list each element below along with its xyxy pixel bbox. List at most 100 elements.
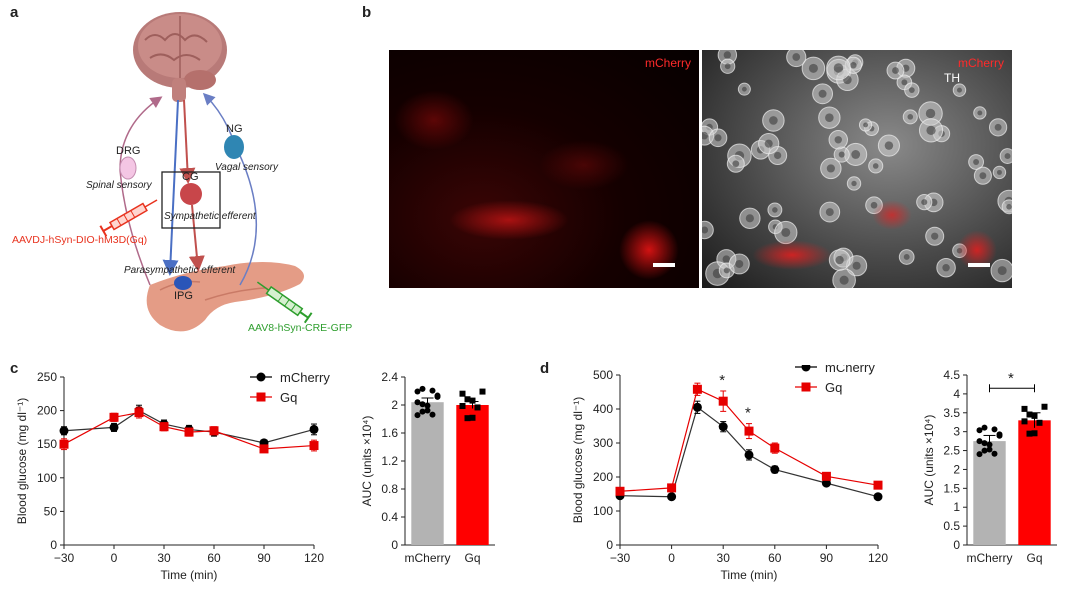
th-cell-nucleus <box>901 79 908 86</box>
replicate-dot <box>1026 430 1033 437</box>
th-cell-nucleus <box>702 131 708 140</box>
data-point-Gq <box>109 412 119 422</box>
replicate-dot <box>1041 403 1048 410</box>
replicate-dot <box>981 440 988 447</box>
th-cell-nucleus <box>825 208 834 217</box>
replicate-dot <box>981 447 988 454</box>
y-tick-label: 250 <box>37 370 57 384</box>
replicate-dot <box>424 402 431 409</box>
brain-illustration <box>133 12 227 102</box>
th-cell-nucleus <box>714 134 722 142</box>
drg-ganglion <box>119 156 137 180</box>
legend-marker <box>801 382 811 392</box>
significance-star: * <box>719 372 725 389</box>
micrograph-mcherry: mCherry <box>389 50 699 288</box>
x-tick-label: mCherry <box>404 551 450 565</box>
replicate-dot <box>1031 412 1038 419</box>
data-point-Gq <box>159 422 169 432</box>
significance-star: * <box>745 405 751 422</box>
scale-bar <box>653 263 675 267</box>
data-point-mCherry <box>873 492 883 502</box>
replicate-dot <box>414 399 421 406</box>
replicate-dot <box>464 415 471 422</box>
vagal-sensory-label: Vagal sensory <box>215 162 278 173</box>
data-point-mCherry <box>667 492 677 502</box>
x-tick-label: 60 <box>207 551 221 565</box>
data-point-mCherry <box>744 450 754 460</box>
chart-c-bar: 0 0.4 0.8 1.2 1.6 2 2.4 AUC (units ×10⁴) mCherry… <box>360 370 495 565</box>
th-cell-nucleus <box>956 87 962 93</box>
y-tick-label: 1.5 <box>943 481 960 495</box>
legend-label: Gq <box>280 390 297 405</box>
legend-marker <box>256 392 266 402</box>
data-point-mCherry <box>109 422 119 432</box>
y-tick-label: 300 <box>593 436 613 450</box>
panel-label-a: a <box>10 4 19 21</box>
th-cell-nucleus <box>979 172 987 180</box>
data-point-Gq <box>770 443 780 453</box>
y-tick-label: 4 <box>953 387 960 401</box>
th-cell-nucleus <box>977 110 983 116</box>
series-line-mCherry <box>63 409 315 444</box>
x-tick-label: 60 <box>768 551 782 565</box>
y-tick-label: 2.4 <box>381 370 398 384</box>
data-point-Gq <box>134 408 144 418</box>
y-tick-label: 0 <box>606 538 613 552</box>
replicate-dot <box>1021 418 1028 425</box>
micro-right-label-2: TH <box>944 71 960 85</box>
replicate-dot <box>1021 405 1028 412</box>
th-cell-nucleus <box>722 255 731 263</box>
th-cell-nucleus <box>735 259 744 268</box>
replicate-dot <box>986 441 993 448</box>
th-cell-nucleus <box>884 141 894 150</box>
th-cell-nucleus <box>1006 204 1012 210</box>
panel-label-d: d <box>540 360 550 377</box>
x-tick-label: Gq <box>1026 551 1042 565</box>
cg-ganglion <box>180 183 202 205</box>
th-cell-nucleus <box>994 123 1002 131</box>
y-tick-label: 100 <box>37 471 57 485</box>
th-cell-nucleus <box>769 116 778 125</box>
micro-left-label: mCherry <box>644 56 691 70</box>
th-cell-nucleus <box>907 114 914 120</box>
y-tick-label: 200 <box>37 404 57 418</box>
th-cell-nucleus <box>903 254 910 260</box>
data-point-Gq <box>59 439 69 449</box>
x-tick-label: Gq <box>464 551 480 565</box>
replicate-dot <box>976 427 983 434</box>
th-cell-nucleus <box>781 228 791 237</box>
sympathetic-label: Sympathetic efferent <box>164 211 256 222</box>
data-point-Gq <box>309 441 319 451</box>
nerve-schematic <box>99 12 313 332</box>
th-cell-nucleus <box>852 261 861 270</box>
replicate-dot <box>1036 419 1043 426</box>
data-point-mCherry <box>692 402 702 412</box>
x-axis-label: Time (min) <box>721 568 778 582</box>
th-cell-nucleus <box>808 63 818 73</box>
th-cell-nucleus <box>850 62 857 69</box>
y-tick-label: 0 <box>50 538 57 552</box>
data-point-Gq <box>692 384 702 394</box>
aavdj-label: AAVDJ-hSyn-DIO-hM3D(Gq) <box>12 234 148 246</box>
replicate-dot <box>976 438 983 445</box>
y-tick-label: 0 <box>953 538 960 552</box>
y-tick-label: 150 <box>37 437 57 451</box>
y-axis-label: AUC (units ×10⁴) <box>360 416 374 507</box>
th-cell-nucleus <box>973 159 980 165</box>
th-cell-nucleus <box>764 139 773 148</box>
legend-label: mCherry <box>825 365 875 375</box>
replicate-dot <box>419 385 426 392</box>
replicate-dot <box>414 412 421 419</box>
y-tick-label: 2 <box>953 462 960 476</box>
replicate-dot <box>469 414 476 421</box>
x-tick-label: 90 <box>820 551 834 565</box>
th-cell-nucleus <box>835 255 844 265</box>
replicate-dot <box>419 408 426 415</box>
y-axis-label: Blood glucose (mg dl⁻¹) <box>15 398 29 524</box>
x-axis-label: Time (min) <box>161 568 218 582</box>
th-cell-nucleus <box>921 199 928 206</box>
th-cell-nucleus <box>772 207 778 213</box>
aav8-label: AAV8-hSyn-CRE-GFP <box>248 322 353 334</box>
legend-label: Gq <box>825 380 842 395</box>
